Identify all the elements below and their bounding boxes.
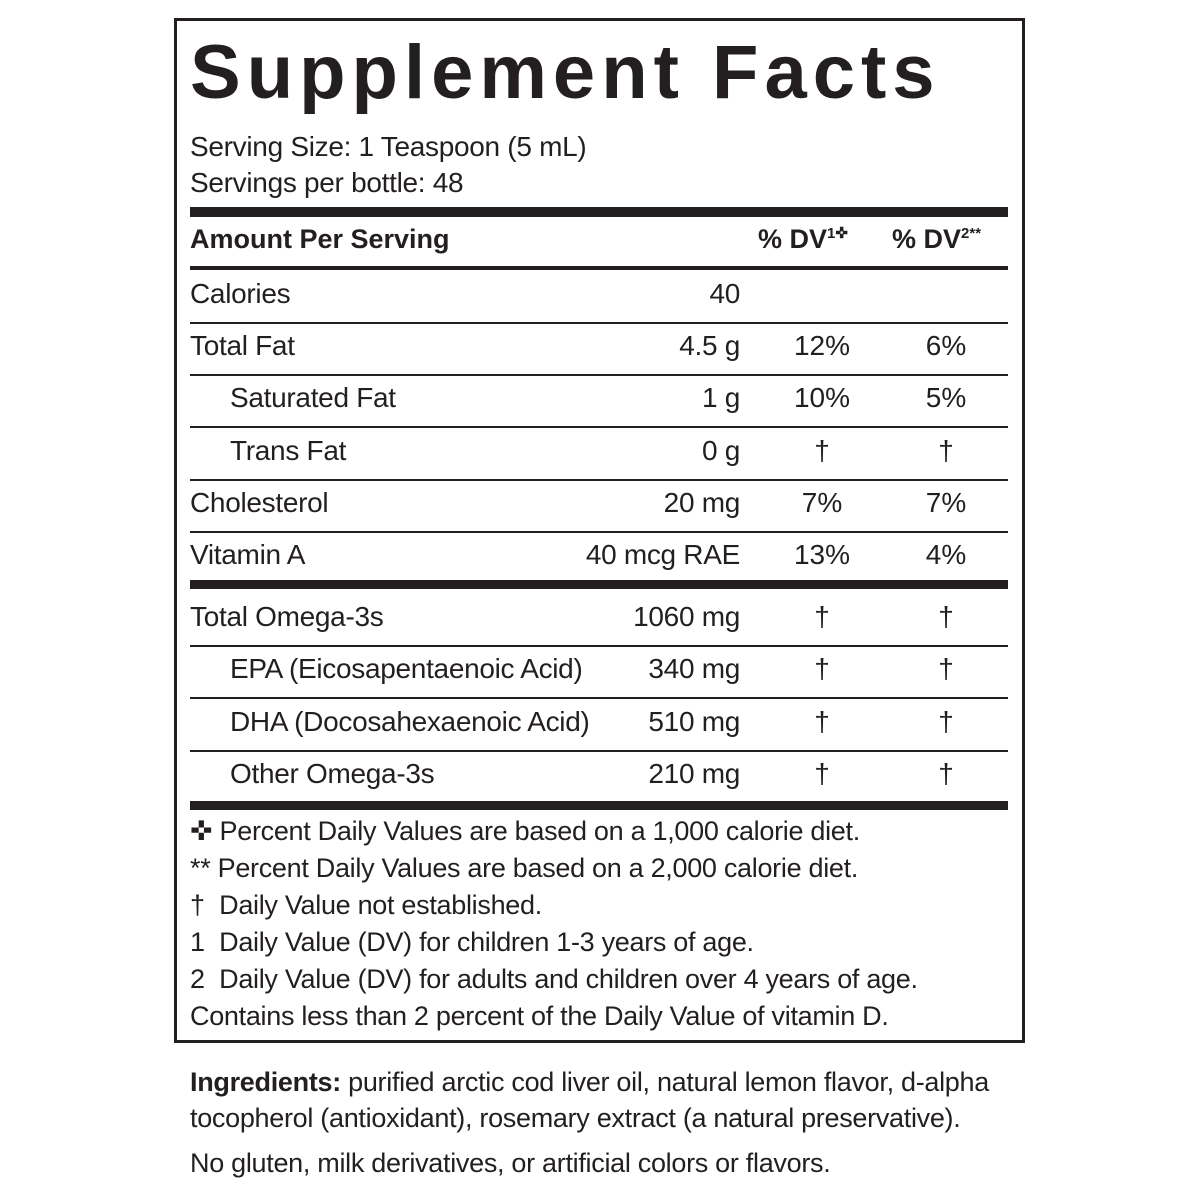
facts-panel-border [174,18,1025,1043]
dv2-header: % DV2** [892,224,981,255]
nutrient-amount: 1060 mg [633,601,740,632]
nutrient-name: Cholesterol [190,487,329,518]
dv2-label: % DV [892,224,962,254]
nutrient-name: Saturated Fat [230,382,396,413]
nutrient-row: Trans Fat 0 g † † [190,427,1008,481]
nutrient-name: Other Omega-3s [230,758,435,789]
footnote: ** Percent Daily Values are based on a 2… [190,853,859,883]
nutrient-amount: 340 mg [648,653,740,684]
nutrient-dv2: † [938,653,954,684]
nutrient-name: Trans Fat [230,435,347,466]
nutrient-row: Other Omega-3s 210 mg † † [190,750,1008,802]
nutrient-amount: 40 mcg RAE [585,539,740,570]
footnote: 2 Daily Value (DV) for adults and childr… [190,964,918,994]
nutrient-name: Calories [190,278,291,309]
nutrient-amount: 510 mg [648,706,740,737]
ingredients-text: purified arctic cod liver oil, natural l… [340,1067,989,1097]
dv1-header: % DV1✜ [758,224,848,255]
nutrient-dv2: 7% [925,487,967,518]
nutrient-dv1: † [814,653,830,684]
servings-per-container: Servings per bottle: 48 [190,167,464,198]
nutrient-dv2: 6% [925,330,967,361]
dv1-label: % DV [758,224,828,254]
footnote: Contains less than 2 percent of the Dail… [190,1001,889,1031]
thick-divider [190,207,1008,217]
nutrient-dv2: † [938,435,954,466]
nutrient-dv1: 13% [793,539,851,570]
dv1-sup: 1✜ [827,225,848,242]
amount-per-serving-header: Amount Per Serving [190,224,450,254]
nutrient-row: Saturated Fat 1 g 10% 5% [190,374,1008,428]
nutrient-amount: 4.5 g [679,330,740,361]
header-divider [190,266,1008,270]
allergen-note: No gluten, milk derivatives, or artifici… [190,1148,831,1178]
footnote: 1 Daily Value (DV) for children 1-3 year… [190,927,754,957]
ingredients-line-1: Ingredients: purified arctic cod liver o… [190,1065,989,1099]
nutrient-dv1: 10% [793,382,851,413]
nutrient-dv1: † [814,706,830,737]
serving-size: Serving Size: 1 Teaspoon (5 mL) [190,131,587,162]
nutrient-dv2: † [938,706,954,737]
nutrient-name: Vitamin A [190,539,306,570]
nutrient-name: EPA (Eicosapentaenoic Acid) [230,653,583,684]
nutrient-row: DHA (Docosahexaenoic Acid) 510 mg † † [190,698,1008,752]
nutrient-amount: 20 mg [663,487,741,518]
nutrient-row: Total Omega-3s 1060 mg † † [190,593,1008,647]
nutrient-row: Vitamin A 40 mcg RAE 13% 4% [190,531,1008,583]
nutrient-amount: 210 mg [648,758,740,789]
nutrient-dv1: 7% [801,487,843,518]
nutrient-dv2: 5% [925,382,967,413]
footnote: † Daily Value not established. [190,890,542,920]
nutrient-name: Total Fat [190,330,295,361]
nutrient-row: Cholesterol 20 mg 7% 7% [190,479,1008,533]
nutrient-dv1: 12% [793,330,851,361]
nutrient-amount: 0 g [701,435,740,466]
dv2-sup: 2** [961,225,982,242]
nutrient-row: Total Fat 4.5 g 12% 6% [190,322,1008,376]
nutrient-dv1: † [814,435,830,466]
nutrient-row: EPA (Eicosapentaenoic Acid) 340 mg † † [190,645,1008,699]
thick-divider [190,801,1008,810]
nutrient-dv2: 4% [925,539,967,570]
nutrient-row: Calories 40 [190,270,1008,324]
nutrient-dv2: † [938,758,954,789]
nutrient-dv2: † [938,601,954,632]
nutrient-name: Total Omega-3s [190,601,384,632]
footnote: ✜ Percent Daily Values are based on a 1,… [190,816,860,846]
nutrient-dv1: † [814,601,830,632]
nutrient-name: DHA (Docosahexaenoic Acid) [230,706,590,737]
panel-title: Supplement Facts [190,30,941,115]
nutrient-amount: 40 [709,278,740,309]
ingredients-line-2: tocopherol (antioxidant), rosemary extra… [190,1103,961,1133]
ingredients-label: Ingredients: [190,1067,341,1097]
nutrient-dv1: † [814,758,830,789]
nutrient-amount: 1 g [701,382,740,413]
thick-divider [190,580,1008,589]
